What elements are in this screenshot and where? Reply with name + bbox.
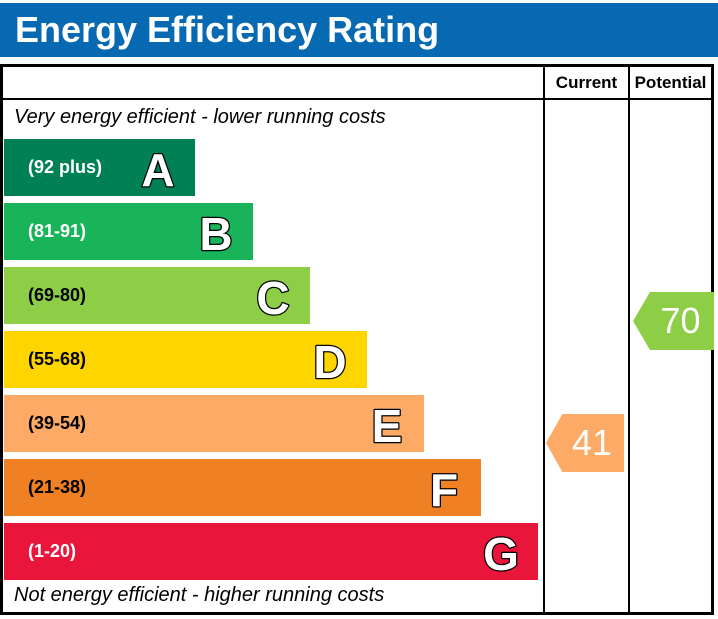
column-divider-main-current	[543, 67, 545, 612]
band-C: (69-80) C	[4, 267, 310, 324]
band-letter-B: B	[198, 207, 234, 260]
band-G: (1-20) G	[4, 523, 538, 580]
band-letter-E: E	[370, 399, 403, 452]
column-divider-current-potential	[628, 67, 630, 612]
band-A: (92 plus) A	[4, 139, 195, 196]
top-note: Very energy efficient - lower running co…	[14, 106, 386, 128]
title-banner: Energy Efficiency Rating	[0, 3, 718, 57]
potential-column-header: Potential	[634, 73, 707, 92]
band-letter-F: F	[429, 463, 460, 516]
svg-text:B: B	[199, 208, 232, 260]
band-D: (55-68) D	[4, 331, 367, 388]
band-range-label: (55-68)	[28, 349, 87, 369]
band-range-label: (92 plus)	[28, 157, 103, 177]
band-range-label: (39-54)	[28, 413, 87, 433]
svg-text:F: F	[430, 464, 458, 516]
band-E: (39-54) E	[4, 395, 424, 452]
svg-text:A: A	[141, 144, 174, 196]
svg-text:D: D	[313, 336, 346, 388]
header-row-divider	[3, 98, 711, 100]
current-rating-arrow: 41	[546, 414, 624, 472]
band-letter-C: C	[255, 271, 291, 324]
svg-text:C: C	[256, 272, 289, 324]
band-B: (81-91) B	[4, 203, 253, 260]
band-range-label: (81-91)	[28, 221, 87, 241]
potential-rating-arrow: 70	[633, 292, 714, 350]
band-F: (21-38) F	[4, 459, 481, 516]
band-letter-A: A	[140, 143, 176, 196]
current-rating-value: 41	[571, 422, 613, 463]
band-range-label: (1-20)	[28, 541, 77, 561]
page-title: Energy Efficiency Rating	[15, 9, 440, 50]
bottom-note: Not energy efficient - higher running co…	[14, 584, 385, 606]
svg-text:E: E	[372, 400, 403, 452]
band-range-label: (21-38)	[28, 477, 87, 497]
svg-text:G: G	[483, 528, 519, 580]
band-range-label: (69-80)	[28, 285, 87, 305]
current-column-header: Current	[555, 73, 618, 92]
band-letter-G: G	[482, 527, 520, 580]
band-letter-D: D	[312, 335, 348, 388]
potential-rating-value: 70	[660, 300, 701, 341]
